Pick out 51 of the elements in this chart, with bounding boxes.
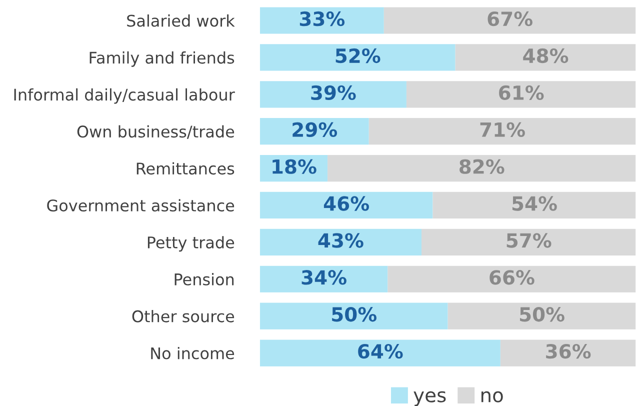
bar bbox=[432, 192, 636, 219]
data-label: 33% bbox=[300, 11, 345, 26]
y-tick-label: Other source bbox=[132, 310, 234, 322]
data-label: 36% bbox=[546, 344, 591, 359]
bar bbox=[260, 340, 500, 366]
y-tick-label: Pension bbox=[174, 273, 234, 286]
data-label: 50% bbox=[332, 307, 377, 322]
bar bbox=[260, 302, 448, 330]
bar bbox=[260, 81, 406, 108]
bar bbox=[260, 44, 456, 71]
legend-label: yes bbox=[414, 391, 446, 406]
bar bbox=[368, 118, 636, 145]
data-label: 66% bbox=[490, 270, 534, 285]
data-label: 71% bbox=[480, 122, 525, 137]
data-label: 54% bbox=[512, 196, 557, 211]
bar bbox=[384, 7, 636, 34]
data-label: 67% bbox=[488, 11, 532, 26]
data-label: 29% bbox=[292, 122, 338, 137]
bar bbox=[455, 44, 636, 71]
data-label: 48% bbox=[523, 48, 568, 64]
bar bbox=[260, 228, 422, 256]
bar bbox=[388, 266, 636, 292]
legend-label: no bbox=[481, 391, 503, 402]
y-tick-label: Salaried work bbox=[127, 14, 235, 27]
bar bbox=[448, 302, 636, 330]
bar bbox=[328, 154, 636, 182]
y-tick-label: Own business/trade bbox=[77, 125, 234, 139]
data-label: 52% bbox=[336, 48, 380, 64]
bar bbox=[260, 7, 384, 34]
y-tick-label: Remittances bbox=[136, 162, 234, 175]
y-tick-label: Family and friends bbox=[90, 51, 234, 67]
data-label: 82% bbox=[460, 159, 504, 174]
y-tick-label: Informal daily/casual labour bbox=[14, 88, 235, 104]
y-tick-label: Government assistance bbox=[47, 199, 234, 212]
data-label: 57% bbox=[506, 233, 552, 248]
y-tick-label: Petty trade bbox=[148, 236, 234, 252]
y-tick-label: No income bbox=[151, 346, 234, 360]
bar bbox=[500, 340, 636, 366]
data-label: 50% bbox=[520, 307, 564, 322]
data-label: 18% bbox=[272, 159, 316, 174]
data-label: 34% bbox=[302, 270, 346, 285]
bar bbox=[422, 228, 636, 256]
data-label: 39% bbox=[311, 85, 356, 100]
bar bbox=[260, 266, 388, 292]
data-label: 64% bbox=[358, 344, 403, 359]
bar bbox=[260, 118, 369, 145]
data-label: 43% bbox=[318, 233, 364, 248]
bar bbox=[406, 81, 636, 108]
data-label: 46% bbox=[324, 196, 369, 211]
bar bbox=[260, 192, 433, 219]
data-label: 61% bbox=[499, 85, 544, 100]
